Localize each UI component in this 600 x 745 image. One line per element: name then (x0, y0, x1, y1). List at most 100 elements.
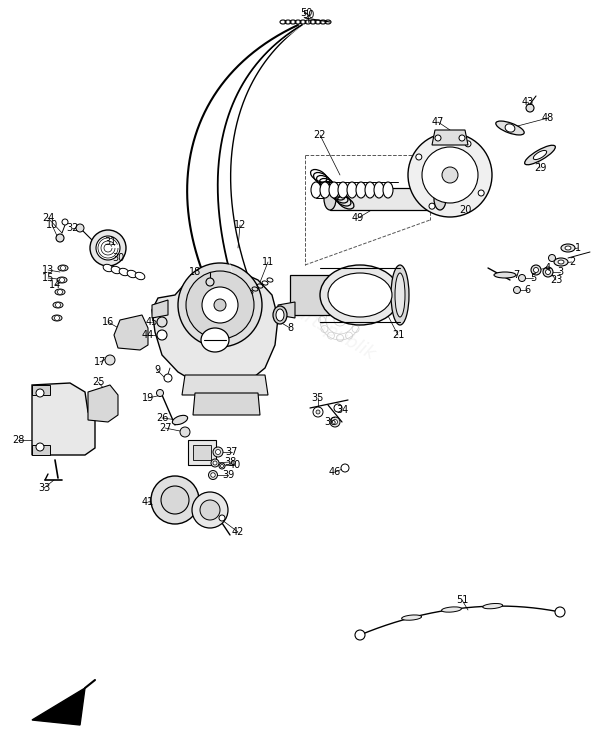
Circle shape (211, 459, 219, 467)
Circle shape (211, 473, 215, 478)
Ellipse shape (365, 182, 375, 198)
Text: 33: 33 (38, 483, 50, 493)
Polygon shape (32, 383, 95, 455)
Ellipse shape (135, 272, 145, 279)
Circle shape (341, 464, 349, 472)
Circle shape (215, 449, 221, 454)
Polygon shape (114, 315, 148, 350)
Text: 42: 42 (232, 527, 244, 537)
Circle shape (59, 277, 65, 282)
Ellipse shape (494, 272, 516, 278)
Polygon shape (152, 272, 278, 388)
Bar (290, 275, 330, 315)
Polygon shape (152, 300, 168, 318)
Text: 7: 7 (513, 270, 519, 280)
Ellipse shape (324, 188, 336, 210)
Text: 11: 11 (262, 257, 274, 267)
Text: 3: 3 (557, 267, 563, 277)
Text: 31: 31 (104, 237, 116, 247)
Ellipse shape (561, 244, 575, 252)
Ellipse shape (320, 182, 330, 198)
Circle shape (200, 500, 220, 520)
Text: 50: 50 (302, 10, 314, 20)
Text: 5: 5 (530, 273, 536, 283)
Ellipse shape (329, 182, 339, 198)
Text: 29: 29 (534, 163, 546, 173)
Text: 16: 16 (102, 317, 114, 327)
Ellipse shape (395, 273, 405, 317)
Circle shape (459, 135, 465, 141)
Circle shape (442, 167, 458, 183)
Ellipse shape (57, 277, 67, 283)
Text: 41: 41 (142, 497, 154, 507)
Ellipse shape (565, 246, 571, 250)
Circle shape (213, 447, 223, 457)
Text: 23: 23 (550, 275, 562, 285)
Ellipse shape (55, 289, 65, 295)
Ellipse shape (103, 264, 113, 272)
Text: 4: 4 (545, 263, 551, 273)
Circle shape (478, 190, 484, 196)
Circle shape (334, 404, 342, 412)
Text: 37: 37 (226, 447, 238, 457)
Ellipse shape (496, 121, 524, 135)
Circle shape (330, 417, 340, 427)
Text: 19: 19 (142, 393, 154, 403)
Circle shape (518, 274, 526, 282)
Text: 26: 26 (156, 413, 168, 423)
Ellipse shape (52, 315, 62, 321)
Circle shape (151, 476, 199, 524)
Circle shape (192, 492, 228, 528)
Circle shape (531, 265, 541, 275)
Circle shape (161, 486, 189, 514)
Circle shape (186, 271, 254, 339)
Text: 25: 25 (92, 377, 104, 387)
Text: 51: 51 (456, 595, 468, 605)
Ellipse shape (338, 182, 348, 198)
Text: 18: 18 (189, 267, 201, 277)
Circle shape (219, 463, 225, 469)
Text: 12: 12 (234, 220, 246, 230)
Ellipse shape (311, 182, 321, 198)
Polygon shape (432, 130, 468, 145)
Ellipse shape (483, 603, 503, 609)
Ellipse shape (127, 270, 137, 278)
Bar (330, 188, 440, 210)
Circle shape (164, 374, 172, 382)
Text: 49: 49 (352, 213, 364, 223)
Text: 39: 39 (222, 470, 234, 480)
Text: 8: 8 (287, 323, 293, 333)
Text: 32: 32 (66, 223, 78, 233)
Text: 36: 36 (324, 417, 336, 427)
Circle shape (36, 389, 44, 397)
Circle shape (178, 263, 262, 347)
Circle shape (416, 154, 422, 160)
Ellipse shape (391, 265, 409, 325)
Circle shape (545, 270, 550, 274)
Text: 44: 44 (142, 330, 154, 340)
Text: 17: 17 (94, 357, 106, 367)
Ellipse shape (356, 182, 366, 198)
Ellipse shape (273, 306, 287, 324)
Text: 21: 21 (392, 330, 404, 340)
Circle shape (56, 302, 61, 308)
Circle shape (526, 104, 534, 112)
Circle shape (56, 234, 64, 242)
Ellipse shape (320, 265, 400, 325)
Text: 14: 14 (49, 280, 61, 290)
Text: 50: 50 (300, 8, 312, 18)
Circle shape (202, 287, 238, 323)
Circle shape (332, 419, 337, 425)
Text: 28: 28 (12, 435, 24, 445)
Ellipse shape (119, 268, 129, 276)
Circle shape (209, 471, 218, 480)
Text: 2: 2 (569, 257, 575, 267)
Text: 34: 34 (336, 405, 348, 415)
Text: 6: 6 (524, 285, 530, 295)
Ellipse shape (558, 260, 564, 264)
Polygon shape (193, 393, 260, 415)
Ellipse shape (442, 607, 461, 612)
Ellipse shape (383, 182, 393, 198)
Circle shape (157, 390, 163, 396)
Circle shape (555, 607, 565, 617)
